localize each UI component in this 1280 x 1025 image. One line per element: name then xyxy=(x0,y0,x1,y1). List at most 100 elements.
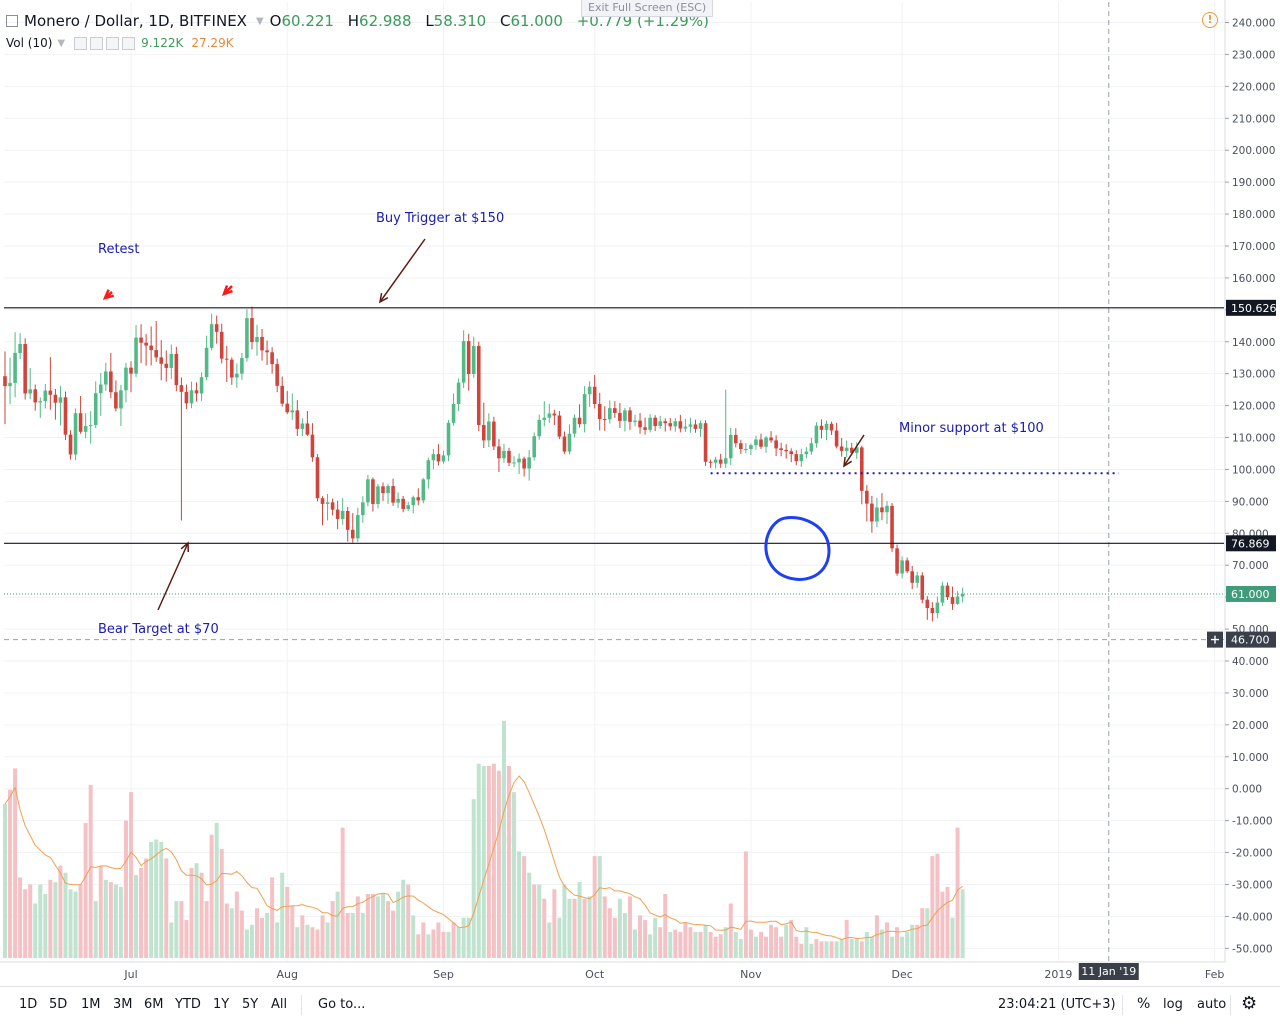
more-icon[interactable] xyxy=(122,36,136,50)
buy-trigger-arrow-head xyxy=(378,293,389,304)
candle-body xyxy=(950,597,955,604)
volume-bar xyxy=(28,884,33,958)
candle-body xyxy=(350,529,355,539)
timeframe-6m[interactable]: 6M xyxy=(144,997,164,1012)
close-icon[interactable] xyxy=(106,36,120,50)
volume-bar xyxy=(53,882,58,958)
candle-body xyxy=(174,353,179,386)
volume-indicator-label[interactable]: Vol (10) xyxy=(6,36,53,50)
volume-bar xyxy=(164,858,169,958)
chevron-down-icon[interactable]: ▼ xyxy=(255,15,264,27)
x-tick-label: Feb xyxy=(1205,968,1224,981)
candle-body xyxy=(935,602,940,614)
price-tick-label: 20.000 xyxy=(1232,720,1269,732)
candle-body xyxy=(537,419,542,437)
volume-bar xyxy=(864,931,869,958)
volume-bar xyxy=(285,886,290,958)
candle-body xyxy=(53,394,58,403)
volume-bar xyxy=(849,939,854,958)
candle-body xyxy=(774,440,778,449)
volume-bar xyxy=(381,894,385,958)
candle-body xyxy=(366,479,370,503)
volume-bar xyxy=(159,841,164,958)
retest-arrow-red-head xyxy=(102,289,115,300)
price-tag xyxy=(1226,585,1276,602)
candle-body xyxy=(744,449,748,451)
annotation-minor-support: Minor support at $100 xyxy=(899,421,1044,436)
volume-bar xyxy=(406,884,411,958)
toolbar-divider xyxy=(301,995,302,1015)
candle-body xyxy=(456,382,461,405)
volume-bar xyxy=(386,901,391,958)
candle-body xyxy=(885,505,889,513)
candle-body xyxy=(68,434,73,455)
candle-body xyxy=(713,459,718,463)
timeframe-1y[interactable]: 1Y xyxy=(213,997,230,1012)
exclamation-circle-icon[interactable]: ! xyxy=(1202,12,1218,28)
candle-body xyxy=(764,437,768,447)
volume-bar xyxy=(512,792,517,958)
timeframe-1d[interactable]: 1D xyxy=(19,997,38,1012)
candle-body xyxy=(613,408,617,413)
clock-readout[interactable]: 23:04:21 (UTC+3) xyxy=(998,997,1116,1012)
candle-body xyxy=(144,342,148,346)
candle-body xyxy=(789,451,794,455)
volume-bar xyxy=(814,939,819,958)
volume-bar xyxy=(68,889,73,958)
volume-bar xyxy=(144,858,149,958)
volume-bar xyxy=(834,941,839,958)
candle-body xyxy=(320,498,325,504)
volume-bar xyxy=(688,927,693,958)
eye-icon[interactable] xyxy=(74,36,88,50)
candle-body xyxy=(330,502,335,510)
timeframe-1m[interactable]: 1M xyxy=(81,997,101,1012)
candle-body xyxy=(441,455,446,462)
annotation-buy-trigger: Buy Trigger at $150 xyxy=(376,211,504,226)
volume-bar xyxy=(794,936,799,958)
timeframe-5y[interactable]: 5Y xyxy=(242,997,259,1012)
gear-icon[interactable]: ⚙ xyxy=(1241,993,1258,1014)
candle-body xyxy=(134,337,138,374)
candle-body xyxy=(169,353,174,368)
candle-body xyxy=(653,417,657,427)
candle-body xyxy=(809,443,814,452)
exit-fullscreen-button[interactable]: Exit Full Screen (ESC) xyxy=(581,0,714,17)
candle-body xyxy=(890,505,894,549)
candle-body xyxy=(381,486,385,494)
timeframe-5d[interactable]: 5D xyxy=(49,997,68,1012)
volume-bar xyxy=(915,924,920,958)
candle-body xyxy=(910,571,914,583)
chevron-down-icon[interactable]: ▼ xyxy=(57,37,66,49)
timeframe-3m[interactable]: 3M xyxy=(113,997,133,1012)
volume-bar xyxy=(910,924,915,958)
timeframe-ytd[interactable]: YTD xyxy=(175,997,201,1012)
candle-body xyxy=(345,510,350,530)
price-tick-label: 10.000 xyxy=(1232,752,1269,764)
candle-body xyxy=(159,357,164,364)
candle-body xyxy=(779,448,783,450)
candle-body xyxy=(693,424,698,429)
highlight-circle xyxy=(764,516,831,581)
price-axis[interactable] xyxy=(1225,0,1280,962)
candle-body xyxy=(759,439,763,447)
candle-body xyxy=(285,403,290,413)
symbol-title[interactable]: Monero / Dollar, 1D, BITFINEX xyxy=(24,12,247,30)
price-tick-label: 200.000 xyxy=(1232,145,1275,157)
open-value: 60.221 xyxy=(281,12,334,30)
percent-scale-button[interactable]: % xyxy=(1137,996,1151,1012)
candle-body xyxy=(88,425,93,427)
candle-body xyxy=(708,461,713,463)
volume-bar xyxy=(33,903,38,958)
log-scale-button[interactable]: log xyxy=(1163,997,1183,1012)
auto-scale-button[interactable]: auto xyxy=(1197,997,1227,1012)
collapse-legend-icon[interactable] xyxy=(6,15,18,27)
goto-button[interactable]: Go to... xyxy=(318,997,366,1012)
timeframe-all[interactable]: All xyxy=(271,997,288,1012)
volume-bar xyxy=(234,891,239,958)
volume-bar xyxy=(255,908,259,958)
gear-icon[interactable] xyxy=(90,36,104,50)
chart-canvas[interactable]: Jul Aug Sep Oct Nov Dec 2019 Feb Retest Buy Trigg… xyxy=(0,0,1280,986)
candle-body xyxy=(265,350,269,353)
x-tick-label: Sep xyxy=(433,968,454,981)
volume-bar xyxy=(945,886,950,958)
